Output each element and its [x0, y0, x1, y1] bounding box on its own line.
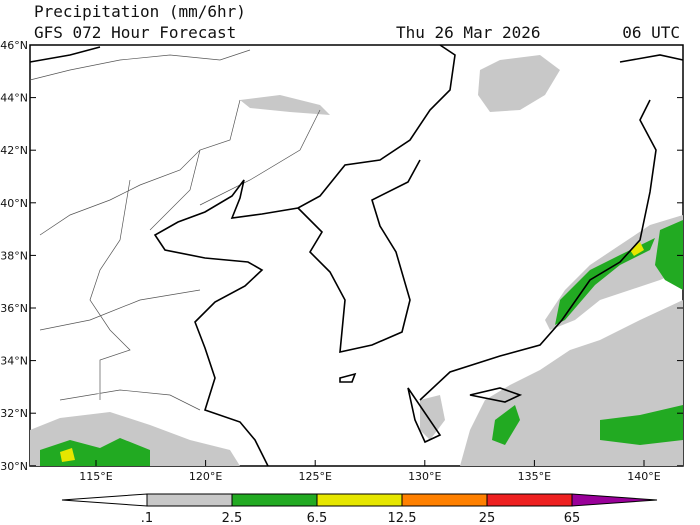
lon-label: 135°E — [518, 470, 551, 483]
lat-label: 36°N — [0, 302, 28, 315]
legend-label: 2.5 — [222, 511, 243, 525]
legend-label: .1 — [141, 511, 153, 525]
lat-label: 42°N — [0, 144, 28, 157]
lon-label: 130°E — [408, 470, 441, 483]
lat-label: 30°N — [0, 460, 28, 473]
lat-label: 32°N — [0, 407, 28, 420]
legend-label: 25 — [479, 511, 496, 525]
date: Thu 26 Mar 2026 — [396, 23, 541, 42]
legend-swatch — [486, 493, 573, 507]
lon-label: 120°E — [189, 470, 222, 483]
legend-swatch — [316, 493, 403, 507]
legend-label: 65 — [564, 511, 581, 525]
lat-label: 38°N — [0, 249, 28, 262]
map — [29, 44, 684, 467]
legend-label: 6.5 — [307, 511, 328, 525]
legend-swatch — [146, 493, 233, 507]
lat-label: 34°N — [0, 355, 28, 368]
lon-label: 140°E — [627, 470, 660, 483]
subtitle: GFS 072 Hour Forecast — [34, 23, 236, 42]
legend-swatch — [231, 493, 318, 507]
lon-label: 125°E — [298, 470, 331, 483]
legend-swatch — [571, 493, 658, 507]
legend-swatch — [401, 493, 488, 507]
time: 06 UTC — [622, 23, 680, 42]
lon-label: 115°E — [79, 470, 112, 483]
legend-label: 12.5 — [388, 511, 417, 525]
lat-label: 46°N — [0, 39, 28, 52]
lat-label: 40°N — [0, 197, 28, 210]
legend-swatch — [61, 493, 148, 507]
title: Precipitation (mm/6hr) — [34, 2, 246, 21]
lat-label: 44°N — [0, 92, 28, 105]
